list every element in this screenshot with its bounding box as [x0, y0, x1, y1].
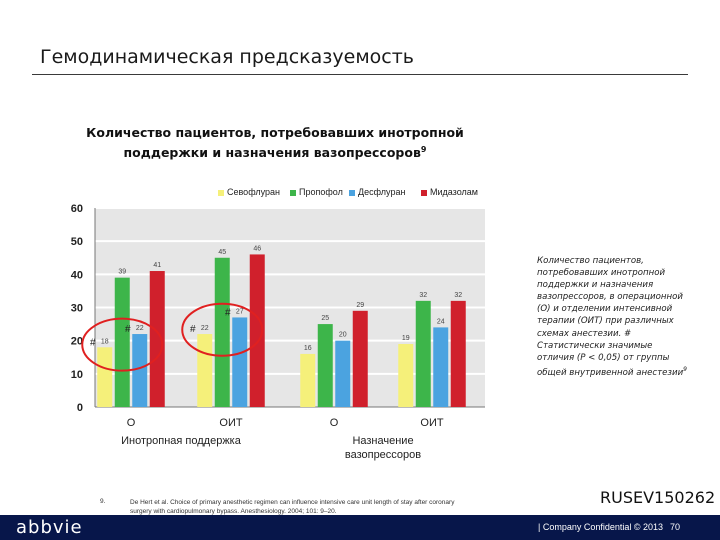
group-label: вазопрессоров	[345, 449, 421, 461]
bar-value-label: 41	[153, 262, 161, 269]
abbvie-logo: abbvie	[16, 517, 83, 538]
bar-value-label: 22	[201, 325, 209, 332]
highlight-circle	[81, 317, 164, 372]
bar	[300, 353, 316, 407]
bar	[197, 334, 213, 407]
bar	[398, 343, 414, 407]
confidential-label: | Company Confidential © 2013	[538, 522, 664, 532]
x-tick-label: ОИТ	[219, 417, 242, 429]
bar	[232, 317, 248, 407]
bar-value-label: 46	[253, 245, 261, 252]
bar	[149, 271, 165, 407]
chart-title-text: Количество пациентов, потребовавших инот…	[86, 125, 464, 161]
bar-value-label: 39	[118, 269, 126, 276]
significance-mark: #	[125, 324, 131, 335]
bar-value-label: 20	[339, 332, 347, 339]
x-tick-label: О	[330, 417, 339, 429]
document-code: RUSEV150262	[600, 488, 716, 507]
x-tick-label: ОИТ	[420, 417, 443, 429]
legend-swatch	[218, 190, 224, 196]
legend-swatch	[290, 190, 296, 196]
bar	[450, 300, 466, 407]
legend-swatch	[421, 190, 427, 196]
significance-mark: #	[190, 324, 196, 335]
bar	[415, 300, 431, 407]
bar	[132, 334, 148, 407]
side-note-ref: 9	[683, 365, 687, 373]
bar-value-label: 24	[437, 318, 445, 325]
side-note-text: Количество пациентов, потребовавших инот…	[537, 256, 684, 378]
bar-value-label: 18	[101, 338, 109, 345]
bar	[114, 277, 130, 407]
legend-label: Пропофол	[299, 187, 343, 197]
slide-title: Гемодинамическая предсказуемость	[40, 46, 414, 68]
legend-label: Десфлуран	[358, 187, 405, 197]
bar-value-label: 22	[136, 325, 144, 332]
footnote-text: De Hert et al. Choice of primary anesthe…	[130, 499, 455, 515]
bar-value-label: 32	[454, 292, 462, 299]
bar-value-label: 29	[356, 302, 364, 309]
significance-mark: #	[225, 307, 231, 318]
bar	[214, 257, 230, 407]
y-tick-label: 50	[71, 236, 83, 248]
highlight-circle	[181, 302, 264, 357]
chart-title-ref: 9	[420, 145, 427, 154]
bar-value-label: 16	[304, 345, 312, 352]
bar-value-label: 27	[236, 308, 244, 315]
bar-value-label: 25	[321, 315, 329, 322]
y-tick-label: 10	[71, 369, 83, 381]
bar-value-label: 19	[402, 335, 410, 342]
footnote-number: 9.	[100, 498, 106, 505]
bar	[352, 310, 368, 407]
y-tick-label: 60	[71, 203, 83, 215]
bar	[433, 327, 449, 407]
chart-title: Количество пациентов, потребовавших инот…	[60, 124, 490, 161]
significance-mark: #	[90, 337, 96, 348]
bar-value-label: 45	[218, 249, 226, 256]
y-tick-label: 40	[71, 269, 83, 281]
legend-label: Мидазолам	[430, 187, 478, 197]
footer-bar	[0, 515, 720, 540]
y-tick-label: 0	[77, 402, 83, 414]
bar	[335, 340, 351, 407]
bar-value-label: 32	[419, 292, 427, 299]
y-tick-label: 20	[71, 336, 83, 348]
y-tick-label: 30	[71, 303, 83, 315]
x-tick-label: О	[127, 417, 136, 429]
group-label: Назначение	[352, 435, 413, 447]
side-note: Количество пациентов, потребовавших инот…	[537, 255, 687, 379]
legend-swatch	[349, 190, 355, 196]
page-number: 70	[670, 522, 681, 532]
bar	[317, 324, 333, 407]
legend-label: Севофлуран	[227, 187, 280, 197]
bar	[249, 254, 265, 407]
group-label: Инотропная поддержка	[121, 435, 242, 447]
bar	[97, 347, 113, 407]
title-divider	[32, 74, 688, 75]
